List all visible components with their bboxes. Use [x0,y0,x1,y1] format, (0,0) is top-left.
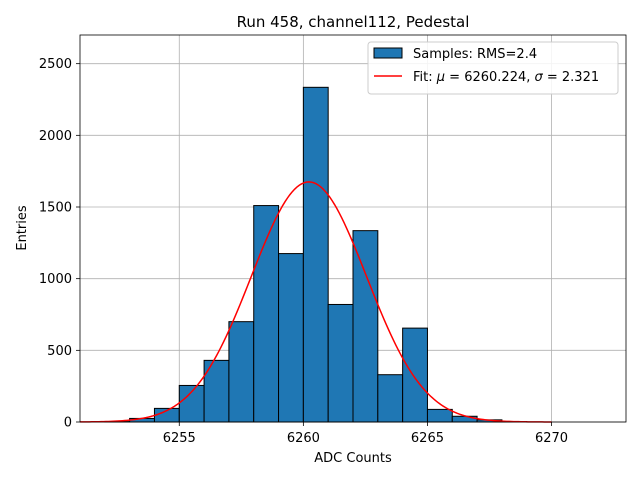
y-axis-label: Entries [15,205,30,251]
histogram-bars [104,86,528,423]
legend-box [367,41,619,95]
y-tick-label: 2000 [39,129,72,144]
histogram-bar [426,408,453,423]
legend-swatch-samples [373,47,403,59]
histogram-bar [377,374,404,423]
histogram-bar [278,253,304,423]
y-tick-label: 1000 [39,272,72,287]
y-axis-ticks: 0 500 1000 1500 2000 2500 [39,57,80,431]
y-tick-label: 500 [47,344,72,359]
x-tick-label: 6270 [535,431,568,446]
legend-label-samples: Samples: RMS=2.4 [413,47,537,62]
x-axis-ticks: 6255 6260 6265 6270 [163,422,568,446]
plot-frame [79,34,627,423]
histogram-bar [402,327,428,423]
histogram-bar [451,415,478,423]
y-tick-label: 0 [64,416,72,431]
histogram-bar [327,303,354,423]
x-tick-label: 6265 [411,431,444,446]
histogram-bar [352,230,379,423]
histogram-bar [302,86,329,423]
histogram-bar [228,321,255,423]
x-tick-label: 6260 [287,431,320,446]
x-tick-label: 6255 [163,431,196,446]
legend-label-fit: Fit: μ = 6260.224, σ = 2.321 [413,70,599,85]
chart-title: Run 458, channel112, Pedestal [237,13,470,31]
y-tick-label: 1500 [39,201,72,216]
y-tick-label: 2500 [39,57,72,72]
legend: Samples: RMS=2.4 Fit: μ = 6260.224, σ = … [367,41,619,95]
fit-curve [79,181,552,423]
x-axis-label: ADC Counts [314,451,392,466]
